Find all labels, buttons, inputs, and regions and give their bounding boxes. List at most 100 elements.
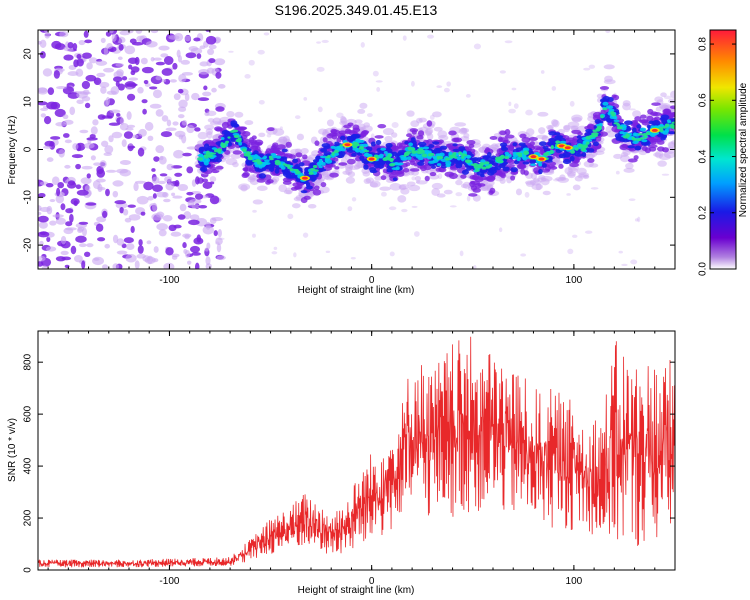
track-blob xyxy=(667,120,672,124)
track-blob xyxy=(455,179,463,186)
noise-blob xyxy=(100,37,106,44)
track-blob xyxy=(406,181,416,187)
noise-blob xyxy=(84,39,93,44)
noise-blob xyxy=(153,156,160,162)
track-blob xyxy=(461,169,469,175)
noise-blob xyxy=(147,135,154,142)
track-blob xyxy=(421,149,425,154)
track-blob xyxy=(197,131,208,140)
faint-noise-blob xyxy=(372,70,379,77)
track-blob xyxy=(511,156,517,160)
track-blob xyxy=(298,162,305,167)
faint-noise-blob xyxy=(350,256,356,260)
noise-blob xyxy=(40,107,49,111)
noise-blob xyxy=(112,190,119,198)
noise-blob xyxy=(126,86,133,90)
noise-blob xyxy=(76,54,82,60)
track-blob xyxy=(510,167,518,173)
noise-blob xyxy=(158,156,167,165)
noise-blob xyxy=(163,56,174,65)
faint-noise-blob xyxy=(628,198,636,201)
track-blob xyxy=(664,123,670,128)
noise-blob xyxy=(43,145,52,149)
track-blob xyxy=(538,162,543,167)
noise-blob xyxy=(166,119,172,127)
noise-blob xyxy=(77,226,85,232)
noise-blob xyxy=(185,52,197,59)
track-blob xyxy=(237,137,242,142)
track-blob xyxy=(250,145,259,150)
noise-blob xyxy=(134,260,140,269)
track-blob xyxy=(651,102,661,106)
track-blob xyxy=(619,144,629,151)
track-blob xyxy=(232,150,243,155)
noise-blob xyxy=(191,252,201,256)
noise-blob xyxy=(64,139,72,144)
noise-blob xyxy=(97,237,106,242)
track-blob xyxy=(641,139,648,143)
noise-blob xyxy=(194,262,200,269)
track-blob xyxy=(486,156,492,162)
noise-blob xyxy=(92,256,105,266)
noise-blob xyxy=(137,245,144,254)
faint-noise-blob xyxy=(351,197,357,202)
track-blob xyxy=(562,159,572,165)
track-blob xyxy=(466,154,471,159)
track-blob xyxy=(319,155,328,159)
track-blob xyxy=(374,175,383,181)
y-tick-label: 0 xyxy=(23,567,34,573)
track-blob xyxy=(285,141,292,148)
spectrogram-y-label: Frequency (Hz) xyxy=(7,116,18,185)
track-blob xyxy=(248,139,258,145)
noise-blob xyxy=(143,181,154,191)
noise-blob xyxy=(53,69,60,79)
noise-blob xyxy=(84,251,91,257)
track-blob xyxy=(658,126,664,130)
noise-blob xyxy=(38,255,46,262)
noise-blob xyxy=(46,205,53,215)
track-blob xyxy=(364,153,370,157)
faint-noise-blob xyxy=(271,251,278,255)
track-blob xyxy=(387,157,391,161)
noise-blob xyxy=(69,106,76,116)
noise-blob xyxy=(56,187,61,197)
track-blob xyxy=(266,179,274,184)
track-blob xyxy=(480,169,488,174)
track-blob xyxy=(300,190,308,194)
track-blob xyxy=(613,119,620,123)
track-blob xyxy=(574,147,579,151)
track-blob xyxy=(592,114,601,121)
track-blob xyxy=(632,110,641,118)
track-blob xyxy=(346,158,356,165)
faint-noise-blob xyxy=(258,99,265,105)
track-blob xyxy=(641,121,650,126)
track-blob xyxy=(422,146,430,150)
track-blob xyxy=(281,148,288,153)
faint-noise-blob xyxy=(273,246,278,251)
track-blob xyxy=(458,127,468,135)
noise-blob xyxy=(173,224,182,229)
faint-noise-blob xyxy=(410,80,415,87)
noise-blob xyxy=(88,57,98,64)
track-blob xyxy=(571,114,583,122)
noise-blob xyxy=(57,181,65,189)
track-blob xyxy=(608,108,615,112)
faint-noise-blob xyxy=(511,87,517,91)
track-blob xyxy=(291,203,301,209)
y-tick-label: 0 xyxy=(23,146,34,152)
noise-blob xyxy=(93,162,102,166)
noise-blob xyxy=(172,62,178,70)
track-blob xyxy=(325,159,333,164)
colorbar-tick-label: 0.2 xyxy=(698,205,709,219)
track-blob xyxy=(375,140,382,146)
track-blob xyxy=(587,123,595,130)
track-blob xyxy=(330,145,336,149)
noise-blob xyxy=(80,177,92,185)
noise-blob xyxy=(199,61,209,67)
track-blob xyxy=(622,102,631,111)
track-blob xyxy=(241,172,249,179)
track-blob xyxy=(436,155,440,160)
track-blob xyxy=(404,140,409,145)
track-blob xyxy=(540,175,553,182)
y-tick-label: 10 xyxy=(23,96,34,108)
